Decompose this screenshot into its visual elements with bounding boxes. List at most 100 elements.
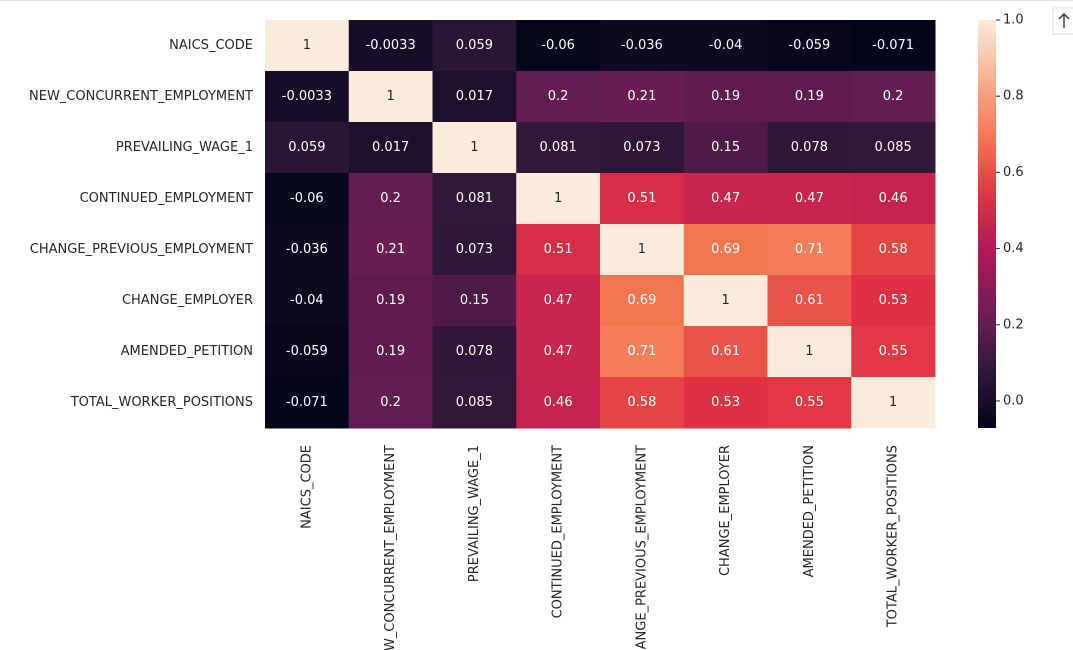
- heatmap-cell: [348, 275, 433, 327]
- cell-label: 0.21: [627, 89, 656, 104]
- heatmap-cell: [767, 377, 852, 429]
- scroll-top-button[interactable]: [1052, 7, 1073, 35]
- heatmap-cell: [516, 71, 601, 123]
- cell-label: 0.51: [627, 191, 656, 206]
- cell-label: 1: [638, 242, 646, 257]
- heatmap-cell: [851, 275, 936, 327]
- heatmap-cell: [516, 20, 601, 72]
- heatmap-cell: [432, 20, 517, 72]
- heatmap-cell: [265, 275, 350, 327]
- cell-label: -0.036: [621, 38, 663, 53]
- y-tick-label: AMENDED_PETITION: [121, 344, 253, 359]
- y-tick-label: CHANGE_EMPLOYER: [122, 293, 253, 308]
- heatmap-cell: [600, 377, 685, 429]
- heatmap-cell: [767, 275, 852, 327]
- cell-label: -0.036: [286, 242, 328, 257]
- heatmap-cell: [600, 20, 685, 72]
- cell-label: 0.55: [879, 344, 908, 359]
- y-tick-label: TOTAL_WORKER_POSITIONS: [70, 395, 253, 410]
- heatmap-cell: [265, 377, 350, 429]
- y-tick-label: CHANGE_PREVIOUS_EMPLOYMENT: [30, 242, 253, 257]
- cell-label: -0.0033: [282, 89, 332, 104]
- cell-label: 0.085: [456, 395, 493, 410]
- heatmap-cell: [851, 377, 936, 429]
- cell-label: 0.085: [875, 140, 912, 155]
- heatmap-cell: [767, 173, 852, 225]
- heatmap-cell: [851, 173, 936, 225]
- heatmap-cell: [265, 122, 350, 174]
- heatmap-cell: [767, 326, 852, 378]
- heatmap-cell: [600, 326, 685, 378]
- cell-label: 0.059: [288, 140, 325, 155]
- cell-label: 0.059: [456, 38, 493, 53]
- x-tick-label: NAICS_CODE: [299, 445, 314, 529]
- x-tick-label: PREVAILING_WAGE_1: [467, 445, 482, 582]
- arrow-up-icon[interactable]: [1058, 13, 1070, 28]
- cell-label: 0.47: [544, 293, 573, 308]
- heatmap-cell: [851, 224, 936, 276]
- heatmap-cell: [348, 224, 433, 276]
- cell-label: 0.55: [795, 395, 824, 410]
- heatmap-cell: [265, 71, 350, 123]
- y-tick-label: CONTINUED_EMPLOYMENT: [80, 191, 253, 206]
- colorbar-tick-label: 0.2: [1003, 317, 1024, 332]
- cell-label: -0.04: [290, 293, 324, 308]
- heatmap-cell: [600, 173, 685, 225]
- cell-label: 0.2: [380, 191, 401, 206]
- cell-label: -0.06: [290, 191, 324, 206]
- cell-label: 0.47: [795, 191, 824, 206]
- heatmap-cell: [265, 326, 350, 378]
- heatmap-cell: [265, 173, 350, 225]
- heatmap-cell: [683, 326, 768, 378]
- heatmap-cell: [516, 224, 601, 276]
- cell-label: 0.2: [380, 395, 401, 410]
- cell-label: 0.69: [627, 293, 656, 308]
- x-tick-label: CHANGE_EMPLOYER: [718, 445, 733, 576]
- x-tick-label: CHANGE_PREVIOUS_EMPLOYMENT: [634, 445, 649, 650]
- cell-label: 0.081: [456, 191, 493, 206]
- cell-label: 0.53: [711, 395, 740, 410]
- heatmap-cell: [348, 71, 433, 123]
- y-tick-label: NAICS_CODE: [169, 38, 253, 53]
- colorbar-tick-label: 1.0: [1003, 13, 1024, 28]
- cell-label: 0.47: [711, 191, 740, 206]
- colorbar: [978, 20, 996, 428]
- button-frame[interactable]: [1052, 7, 1073, 35]
- cell-label: 0.19: [795, 89, 824, 104]
- cell-label: 0.61: [795, 293, 824, 308]
- y-tick-label: PREVAILING_WAGE_1: [116, 140, 253, 155]
- heatmap-cell: [516, 326, 601, 378]
- cell-label: 0.2: [548, 89, 569, 104]
- colorbar-tick-label: 0.4: [1003, 241, 1024, 256]
- colorbar-tick-label: 0.8: [1003, 89, 1024, 104]
- heatmap-cell: [348, 377, 433, 429]
- heatmap-cell: [348, 326, 433, 378]
- heatmap-cell: [516, 275, 601, 327]
- heatmap-cell: [265, 224, 350, 276]
- colorbar-tick-label: 0.0: [1003, 393, 1024, 408]
- cell-label: 0.58: [879, 242, 908, 257]
- x-tick-label: CONTINUED_EMPLOYMENT: [551, 445, 566, 618]
- cell-label: 0.21: [376, 242, 405, 257]
- heatmap-cell: [683, 275, 768, 327]
- heatmap-cell: [348, 20, 433, 72]
- cell-label: 0.017: [456, 89, 493, 104]
- heatmap-cell: [432, 224, 517, 276]
- cell-label: 0.19: [711, 89, 740, 104]
- heatmap-cell: [432, 122, 517, 174]
- heatmap-cell: [516, 173, 601, 225]
- heatmap-cell: [516, 122, 601, 174]
- heatmap-cell: [767, 20, 852, 72]
- cell-label: 1: [554, 191, 562, 206]
- heatmap-cell: [432, 275, 517, 327]
- cell-label: 1: [889, 395, 897, 410]
- cell-label: 1: [721, 293, 729, 308]
- cell-label: 0.078: [456, 344, 493, 359]
- heatmap-cell: [683, 20, 768, 72]
- heatmap-cell: [683, 122, 768, 174]
- cell-label: 1: [303, 38, 311, 53]
- cell-label: 0.47: [544, 344, 573, 359]
- cell-label: 0.71: [627, 344, 656, 359]
